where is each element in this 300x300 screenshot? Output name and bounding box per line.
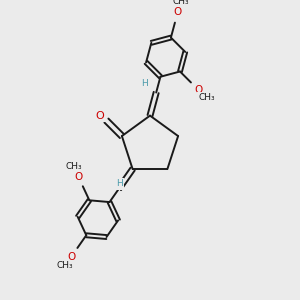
Text: O: O [74, 172, 82, 182]
Text: O: O [67, 252, 75, 262]
Text: CH₃: CH₃ [65, 162, 82, 171]
Text: H: H [141, 79, 148, 88]
Text: H: H [116, 179, 122, 188]
Text: O: O [96, 110, 105, 121]
Text: O: O [174, 7, 182, 17]
Text: CH₃: CH₃ [172, 0, 189, 6]
Text: CH₃: CH₃ [56, 261, 73, 270]
Text: O: O [194, 85, 202, 95]
Text: CH₃: CH₃ [198, 94, 215, 103]
